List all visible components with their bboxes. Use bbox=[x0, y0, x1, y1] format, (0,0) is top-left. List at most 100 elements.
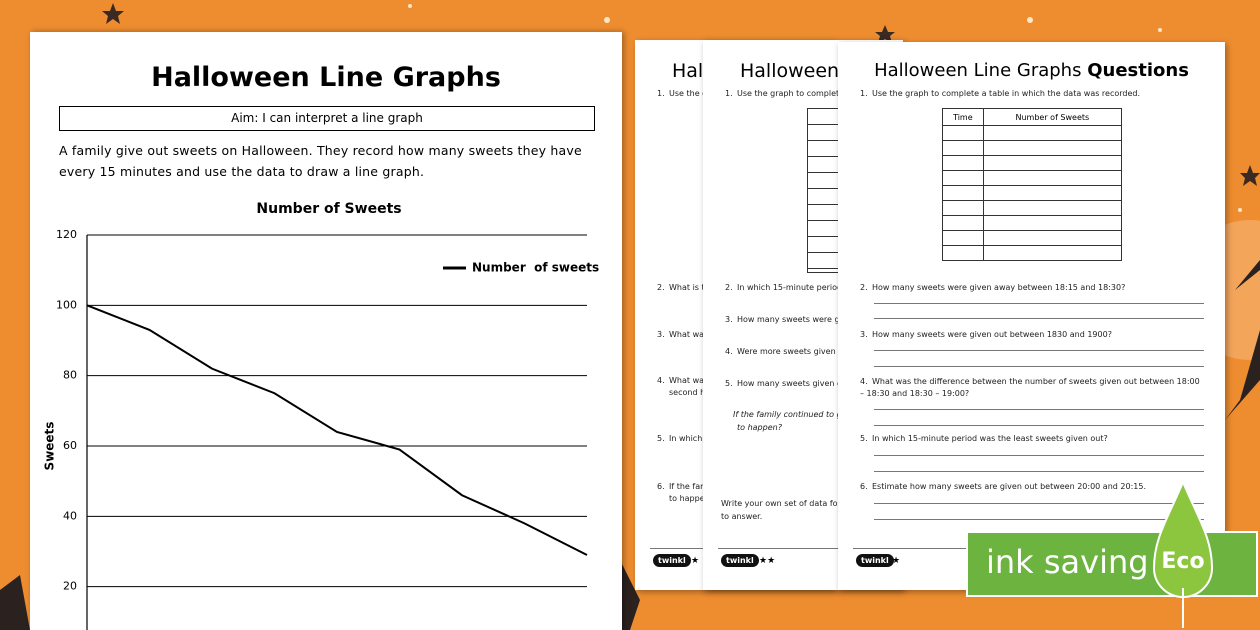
question-text: How many sweets were given away between … bbox=[872, 283, 1126, 292]
extension-text: to happen? bbox=[737, 423, 782, 432]
main-sheet: Halloween Line Graphs Aim: I can interpr… bbox=[30, 32, 622, 630]
question-text: What wa bbox=[669, 376, 705, 385]
question: 5. How many sweets given out bbox=[725, 379, 850, 388]
sheet-title: Halloween bbox=[740, 60, 840, 82]
question-text: to happe bbox=[669, 494, 705, 503]
question-number: 1. bbox=[657, 89, 665, 98]
question-number: 2. bbox=[725, 283, 733, 292]
question-number: 4. bbox=[725, 347, 733, 356]
title-bold: Questions bbox=[1087, 60, 1189, 81]
question-text: Use the graph to complete a table in whi… bbox=[872, 89, 1141, 98]
y-tick-label: 60 bbox=[63, 439, 77, 452]
question-text: How many sweets were giv bbox=[737, 315, 847, 324]
question-text: Were more sweets given out bbox=[737, 347, 852, 356]
sheet-title: Hal bbox=[672, 60, 704, 82]
question-number: 5. bbox=[860, 434, 868, 443]
question-number: 3. bbox=[657, 330, 665, 339]
question-text: Estimate how many sweets are given out b… bbox=[872, 482, 1146, 491]
question-text: Use the graph to complete a bbox=[737, 89, 852, 98]
data-line bbox=[86, 304, 588, 556]
aim-box: Aim: I can interpret a line graph bbox=[59, 106, 595, 131]
write-line bbox=[874, 425, 1204, 426]
question-number: 2. bbox=[860, 283, 868, 292]
write-line bbox=[874, 471, 1204, 472]
y-axis-label: Sweets bbox=[43, 422, 57, 471]
question: 1. Use the graph to complete a bbox=[725, 89, 852, 98]
write-line bbox=[874, 503, 1204, 504]
worksheet-title: Halloween Line Graphs bbox=[151, 62, 501, 93]
question: 2. In which 15-minute period( bbox=[725, 283, 845, 292]
question-number: 3. bbox=[725, 315, 733, 324]
question-text: Use the g bbox=[669, 89, 708, 98]
question-number: 4. bbox=[657, 376, 665, 385]
question-text: What was the difference between the numb… bbox=[860, 377, 1200, 398]
table-header: Number of Sweets bbox=[982, 108, 1123, 126]
logo: twinkl bbox=[856, 554, 894, 567]
sheet-title: Halloween Line Graphs Questions bbox=[838, 60, 1225, 81]
badge-text: ink saving bbox=[986, 543, 1149, 581]
question-number: 2. bbox=[657, 283, 665, 292]
question-text: second h bbox=[669, 388, 706, 397]
write-line bbox=[874, 366, 1204, 367]
question-number: 5. bbox=[725, 379, 733, 388]
question: 3. How many sweets were giv bbox=[725, 315, 847, 324]
question-number: 6. bbox=[657, 482, 665, 491]
stars: ★ bbox=[892, 556, 901, 566]
question-text: How many sweets were given out between 1… bbox=[872, 330, 1112, 339]
challenge-text: to answer. bbox=[721, 512, 763, 521]
logo: twinkl bbox=[653, 554, 691, 567]
question-number: 6. bbox=[860, 482, 868, 491]
footer-rule bbox=[718, 548, 898, 549]
question-text: What wa bbox=[669, 330, 705, 339]
question-text: In which 15-minute period( bbox=[737, 283, 846, 292]
question: 2. How many sweets were given away betwee… bbox=[860, 283, 1125, 292]
intro-text: A family give out sweets on Halloween. T… bbox=[59, 143, 582, 179]
stars: ★ bbox=[691, 556, 700, 566]
question: 4. What wa bbox=[657, 376, 704, 385]
question-number: 4. bbox=[860, 377, 868, 386]
extension-text: If the family continued to giv bbox=[733, 410, 849, 419]
question: 6. If the fam bbox=[657, 482, 708, 491]
question-number: 1. bbox=[725, 89, 733, 98]
question-number: 5. bbox=[657, 434, 665, 443]
y-tick-label: 80 bbox=[63, 369, 77, 382]
question-text: In which 15-minute period was the least … bbox=[872, 434, 1108, 443]
y-tick-label: 100 bbox=[56, 298, 77, 311]
question-text: How many sweets given out bbox=[737, 379, 851, 388]
y-tick-label: 20 bbox=[63, 580, 77, 593]
question-text: If the fam bbox=[669, 482, 708, 491]
write-line bbox=[874, 350, 1204, 351]
question: 6. Estimate how many sweets are given out… bbox=[860, 482, 1146, 491]
front-sheet: Halloween Line Graphs Questions 1. Use th… bbox=[838, 42, 1225, 590]
question: 5. In which bbox=[657, 434, 702, 443]
write-line bbox=[874, 318, 1204, 319]
legend-label: Number of sweets bbox=[472, 261, 599, 275]
write-line bbox=[874, 303, 1204, 304]
stars: ★★ bbox=[759, 556, 776, 566]
question: 1. Use the g bbox=[657, 89, 707, 98]
write-line bbox=[874, 519, 1204, 520]
write-line bbox=[874, 455, 1204, 456]
question: 3. How many sweets were given out between… bbox=[860, 330, 1112, 339]
eco-text: Eco bbox=[1161, 549, 1204, 574]
question: 4. What was the difference between the nu… bbox=[860, 376, 1200, 400]
record-table: Time Number of Sweets bbox=[942, 108, 1123, 261]
challenge-text: Write your own set of data fo bbox=[721, 499, 838, 508]
question: 3. What wa bbox=[657, 330, 704, 339]
eco-badge: ink saving bbox=[966, 531, 1258, 597]
question-text: What is t bbox=[669, 283, 705, 292]
title-text: Halloween Line Graphs bbox=[874, 60, 1082, 81]
question: 2. What is t bbox=[657, 283, 705, 292]
y-tick-label: 40 bbox=[63, 509, 77, 522]
line-chart: Number of Sweets Sweets 20 40 60 80 100 120 Nu… bbox=[43, 201, 599, 630]
write-line bbox=[874, 409, 1204, 410]
question: 1. Use the graph to complete a table in w… bbox=[860, 89, 1140, 98]
question: 5. In which 15-minute period was the leas… bbox=[860, 434, 1108, 443]
question: 4. Were more sweets given out bbox=[725, 347, 851, 356]
question-number: 1. bbox=[860, 89, 868, 98]
eco-drop: Eco bbox=[1152, 479, 1214, 628]
logo: twinkl bbox=[721, 554, 759, 567]
chart-title: Number of Sweets bbox=[256, 201, 401, 217]
question-number: 3. bbox=[860, 330, 868, 339]
